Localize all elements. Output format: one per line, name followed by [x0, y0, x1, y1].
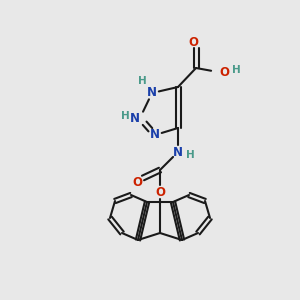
Text: N: N: [130, 112, 140, 124]
Text: O: O: [132, 176, 142, 190]
Text: O: O: [188, 35, 198, 49]
Text: O: O: [155, 185, 165, 199]
Text: N: N: [147, 86, 157, 100]
Text: O: O: [219, 65, 229, 79]
Text: H: H: [232, 65, 240, 75]
Text: H: H: [138, 76, 146, 86]
Text: H: H: [121, 111, 129, 121]
Text: N: N: [150, 128, 160, 142]
Text: H: H: [186, 150, 194, 160]
Text: N: N: [173, 146, 183, 158]
